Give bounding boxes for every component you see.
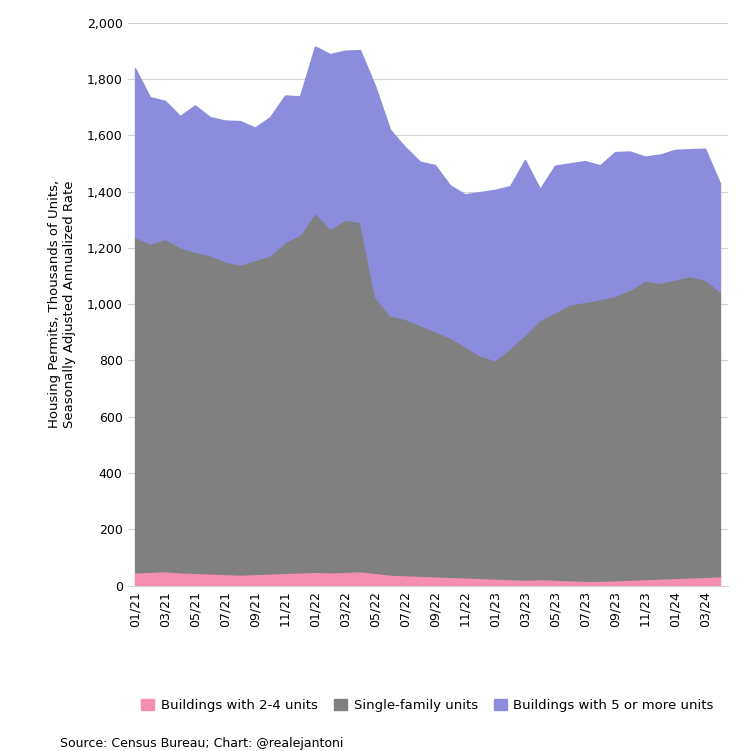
Y-axis label: Housing Permits, Thousands of Units,
Seasonally Adjusted Annualized Rate: Housing Permits, Thousands of Units, Sea… <box>48 180 76 428</box>
Text: Source: Census Bureau; Chart: @realejantoni: Source: Census Bureau; Chart: @realejant… <box>60 737 344 750</box>
Legend: Buildings with 2-4 units, Single-family units, Buildings with 5 or more units: Buildings with 2-4 units, Single-family … <box>136 694 719 717</box>
